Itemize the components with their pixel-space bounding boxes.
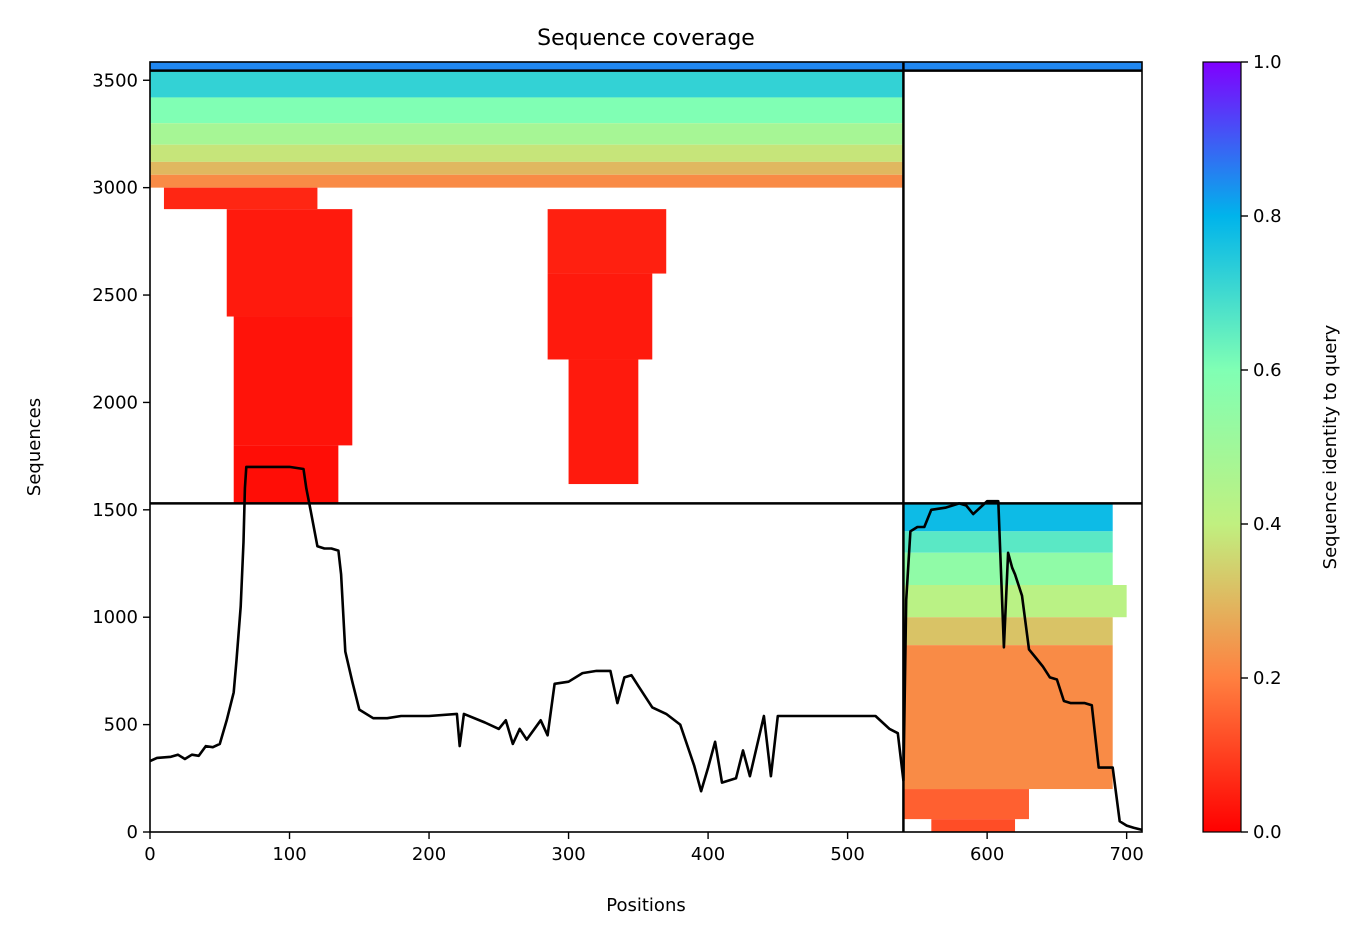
y-tick-label: 2000 — [92, 392, 138, 413]
coverage-block — [226, 209, 353, 317]
y-tick-label: 0 — [127, 822, 138, 843]
coverage-block — [150, 123, 904, 145]
x-tick-label: 100 — [272, 844, 306, 865]
y-tick-label: 1500 — [92, 500, 138, 521]
coverage-blocks — [150, 62, 1142, 832]
coverage-series-line — [150, 465, 1142, 832]
coverage-block — [150, 97, 904, 124]
colorbar-tick-label: 0.8 — [1253, 206, 1282, 227]
coverage-block — [903, 789, 1029, 820]
coverage-block — [568, 359, 639, 485]
colorbar-ticks: 0.0 0.2 0.4 0.6 0.8 1.0 — [1241, 52, 1282, 843]
chart-title: Sequence coverage — [537, 26, 755, 51]
y-tick-label: 3500 — [92, 70, 138, 91]
x-tick-label: 500 — [830, 844, 864, 865]
coverage-block — [150, 161, 904, 175]
coverage-block — [150, 62, 904, 71]
x-tick-label: 0 — [144, 844, 155, 865]
colorbar-label: Sequence identity to query — [1320, 324, 1341, 569]
x-tick-label: 400 — [691, 844, 725, 865]
coverage-block — [233, 316, 353, 446]
x-tick-label: 700 — [1109, 844, 1143, 865]
coverage-block — [547, 273, 653, 360]
colorbar-tick-label: 1.0 — [1253, 52, 1282, 73]
y-axis-label: Sequences — [24, 398, 45, 496]
colorbar-tick-label: 0.4 — [1253, 514, 1282, 535]
coverage-block — [233, 445, 339, 504]
coverage-block — [903, 645, 1113, 790]
coverage-line — [150, 465, 1142, 832]
coverage-block — [150, 174, 904, 188]
y-tick-label: 1000 — [92, 607, 138, 628]
coverage-block — [903, 584, 1127, 618]
colorbar-tick-label: 0.0 — [1253, 822, 1282, 843]
y-tick-label: 3000 — [92, 178, 138, 199]
x-axis-ticks: 0 100 200 300 400 500 600 700 — [144, 832, 1144, 865]
coverage-block — [150, 70, 904, 98]
coverage-block — [903, 503, 1113, 532]
x-tick-label: 300 — [551, 844, 585, 865]
x-tick-label: 600 — [970, 844, 1004, 865]
y-tick-label: 2500 — [92, 285, 138, 306]
colorbar-tick-label: 0.2 — [1253, 668, 1282, 689]
colorbar — [1202, 61, 1242, 833]
coverage-block — [903, 531, 1113, 553]
y-axis-ticks: 0 500 1000 1500 2000 2500 3000 3500 — [92, 70, 150, 843]
coverage-block — [547, 209, 667, 274]
coverage-block — [163, 187, 318, 210]
coverage-block — [931, 819, 1016, 832]
y-tick-label: 500 — [104, 715, 138, 736]
plot-frame — [149, 61, 1143, 833]
coverage-block — [903, 617, 1113, 646]
x-tick-label: 200 — [412, 844, 446, 865]
coverage-block — [903, 62, 1142, 71]
x-axis-label: Positions — [606, 895, 685, 916]
coverage-block — [150, 144, 904, 162]
colorbar-tick-label: 0.6 — [1253, 360, 1282, 381]
